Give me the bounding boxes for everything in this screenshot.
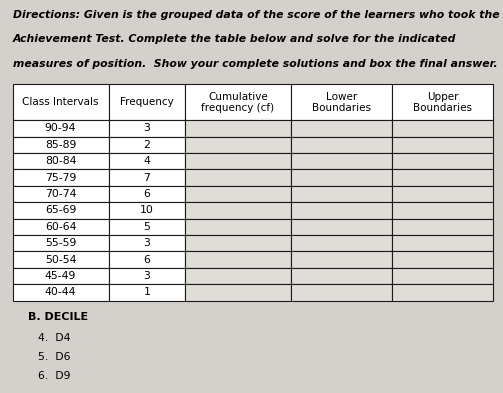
Bar [392, 268, 493, 284]
Bar [291, 202, 392, 219]
Text: 55-59: 55-59 [45, 238, 76, 248]
Bar [13, 284, 109, 301]
Bar [185, 219, 291, 235]
Bar [392, 284, 493, 301]
Text: 3: 3 [143, 238, 150, 248]
Bar [185, 136, 291, 153]
Bar [109, 284, 185, 301]
Bar [291, 120, 392, 136]
Bar [109, 84, 185, 120]
Text: 85-89: 85-89 [45, 140, 76, 150]
Bar [185, 268, 291, 284]
Text: Directions: Given is the grouped data of the score of the learners who took the: Directions: Given is the grouped data of… [13, 10, 499, 20]
Bar [13, 219, 109, 235]
Bar [109, 186, 185, 202]
Text: 5: 5 [143, 222, 150, 232]
Bar [109, 136, 185, 153]
Text: 90-94: 90-94 [45, 123, 76, 133]
Bar [13, 202, 109, 219]
Bar [185, 252, 291, 268]
Text: Frequency: Frequency [120, 97, 174, 107]
Bar [185, 84, 291, 120]
Bar [291, 169, 392, 186]
Bar [392, 202, 493, 219]
Text: 80-84: 80-84 [45, 156, 76, 166]
Text: 7: 7 [143, 173, 150, 183]
Bar [291, 235, 392, 252]
Bar [185, 186, 291, 202]
Bar [185, 153, 291, 169]
Text: 2: 2 [143, 140, 150, 150]
Text: 45-49: 45-49 [45, 271, 76, 281]
Bar [13, 252, 109, 268]
Bar [109, 219, 185, 235]
Bar [13, 186, 109, 202]
Text: 6.  D9: 6. D9 [38, 371, 70, 380]
Text: Cumulative
frequency (cf): Cumulative frequency (cf) [201, 92, 275, 113]
Text: 4.  D4: 4. D4 [38, 333, 70, 343]
Text: 50-54: 50-54 [45, 255, 76, 264]
Text: Lower
Boundaries: Lower Boundaries [312, 92, 371, 113]
Bar [291, 136, 392, 153]
Bar [13, 153, 109, 169]
Bar [392, 153, 493, 169]
Text: 60-64: 60-64 [45, 222, 76, 232]
Text: 5.  D6: 5. D6 [38, 352, 70, 362]
Bar [291, 153, 392, 169]
Bar [13, 169, 109, 186]
Bar [13, 136, 109, 153]
Text: 40-44: 40-44 [45, 287, 76, 298]
Text: 6: 6 [143, 255, 150, 264]
Bar [392, 186, 493, 202]
Bar [291, 219, 392, 235]
Text: 4: 4 [143, 156, 150, 166]
Bar [109, 235, 185, 252]
Bar [109, 202, 185, 219]
Bar [13, 84, 109, 120]
Bar [392, 120, 493, 136]
Text: measures of position.  Show your complete solutions and box the final answer.: measures of position. Show your complete… [13, 59, 497, 68]
Bar [291, 84, 392, 120]
Bar [291, 186, 392, 202]
Bar [109, 268, 185, 284]
Text: Class Intervals: Class Intervals [22, 97, 99, 107]
Bar [185, 169, 291, 186]
Bar [109, 120, 185, 136]
Bar [392, 219, 493, 235]
Text: 3: 3 [143, 123, 150, 133]
Bar [185, 202, 291, 219]
Text: 3: 3 [143, 271, 150, 281]
Text: Achievement Test. Complete the table below and solve for the indicated: Achievement Test. Complete the table bel… [13, 34, 456, 44]
Bar [109, 153, 185, 169]
Bar [392, 169, 493, 186]
Bar [185, 235, 291, 252]
Text: 10: 10 [140, 206, 154, 215]
Text: 6: 6 [143, 189, 150, 199]
Bar [291, 284, 392, 301]
Bar [109, 252, 185, 268]
Text: 1: 1 [143, 287, 150, 298]
Bar [185, 120, 291, 136]
Text: Upper
Boundaries: Upper Boundaries [413, 92, 472, 113]
Bar [109, 169, 185, 186]
Text: B. DECILE: B. DECILE [28, 312, 88, 322]
Text: 65-69: 65-69 [45, 206, 76, 215]
Bar [392, 235, 493, 252]
Bar [392, 136, 493, 153]
Text: 70-74: 70-74 [45, 189, 76, 199]
Bar [291, 252, 392, 268]
Bar [13, 120, 109, 136]
Bar [13, 235, 109, 252]
Bar [13, 268, 109, 284]
Bar [392, 252, 493, 268]
Bar [291, 268, 392, 284]
Text: 75-79: 75-79 [45, 173, 76, 183]
Bar [185, 284, 291, 301]
Bar [392, 84, 493, 120]
